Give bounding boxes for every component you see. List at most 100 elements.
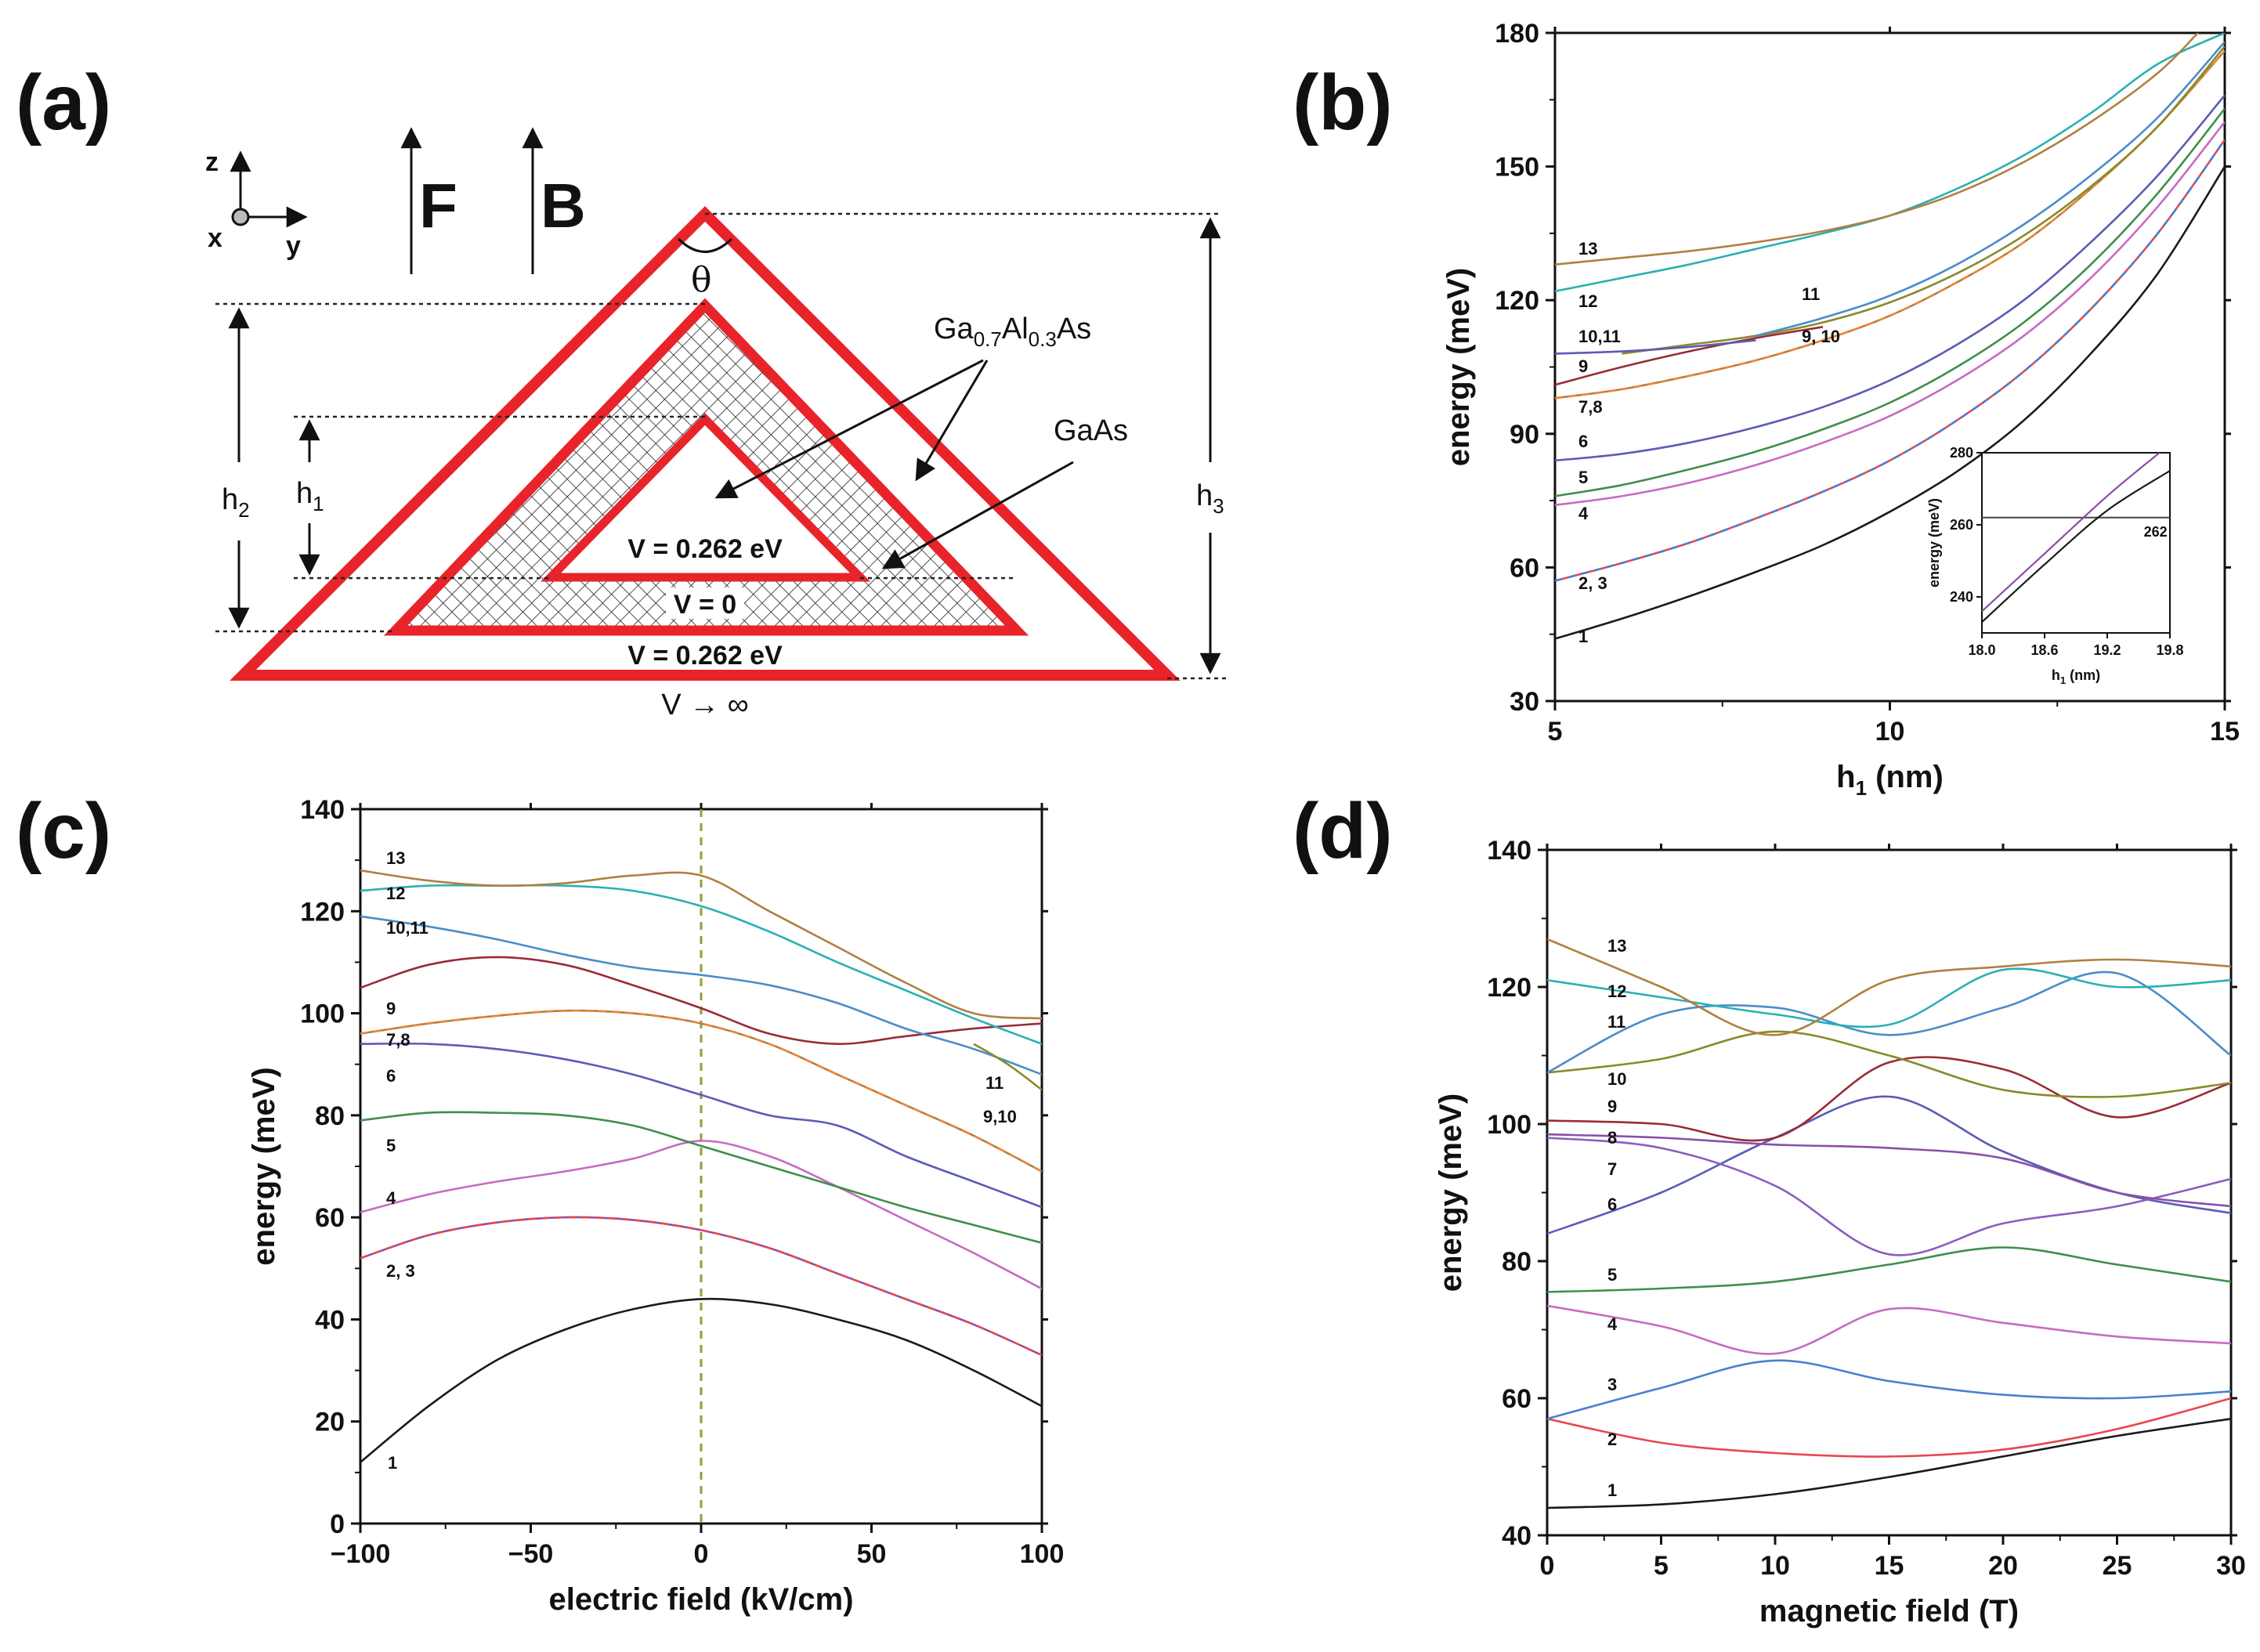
series-label-2: 2 — [1607, 1430, 1617, 1449]
series-label-8: 8 — [1607, 1128, 1617, 1148]
series-label-13: 13 — [386, 848, 405, 868]
y-tick-label: 40 — [1502, 1521, 1531, 1551]
panel-label-d: (d) — [1293, 787, 1393, 875]
y-tick-label: 60 — [1510, 553, 1539, 583]
y-tick-label: 120 — [1487, 973, 1531, 1003]
y-tick-label: 120 — [300, 897, 345, 927]
y-tick-label: 80 — [315, 1101, 345, 1131]
series-line-dashed-7-8 — [360, 1009, 1042, 1173]
v-outer-label: V = 0.262 eV — [627, 641, 783, 671]
h2-label: h2 — [222, 483, 250, 522]
x-tick-label: 15 — [1875, 1551, 1904, 1581]
series-line-13 — [360, 869, 1042, 1020]
series-line-dashed-7-8 — [1555, 49, 2225, 399]
h3-label: h3 — [1196, 479, 1224, 518]
y-tick-label: 140 — [1487, 836, 1531, 866]
series-line-1 — [1555, 165, 2225, 640]
series-line-5 — [1547, 1246, 2231, 1293]
inset-x-tick-label: 18.0 — [1968, 642, 1995, 658]
triangular-quantum-ring-diagram: z x y F B θ h2 h — [205, 127, 1230, 721]
h1-label: h1 — [296, 477, 324, 515]
y-tick-label: 80 — [1502, 1247, 1531, 1277]
series-label-6: 6 — [386, 1066, 396, 1086]
x-tick-label: 20 — [1988, 1551, 2018, 1581]
series-line-11 — [1547, 971, 2231, 1074]
y-axis-label: energy (meV) — [1441, 268, 1476, 466]
series-label-3: 3 — [1607, 1375, 1617, 1394]
inset-y-axis-label: energy (meV) — [1926, 498, 1942, 587]
x-tick-label: −100 — [331, 1539, 391, 1569]
series-label-5: 5 — [1607, 1265, 1617, 1285]
middle-triangle — [383, 298, 1029, 636]
series-label-4: 4 — [386, 1188, 396, 1208]
series-line-8 — [1547, 1133, 2231, 1208]
series-label-1: 1 — [1607, 1480, 1617, 1500]
series-label-7: 7 — [1607, 1159, 1617, 1179]
y-axis-label: energy (meV) — [1434, 1094, 1468, 1292]
series-label-13: 13 — [1607, 936, 1626, 956]
inset-y-tick-label: 260 — [1950, 517, 1973, 533]
x-tick-label: 5 — [1548, 717, 1563, 746]
y-tick-label: 140 — [300, 795, 345, 825]
y-tick-label: 100 — [300, 1000, 345, 1029]
series-group — [360, 869, 1042, 1463]
y-tick-label: 90 — [1510, 420, 1539, 450]
electric-field-label: F — [419, 171, 457, 240]
inset-x-tick-label: 19.8 — [2156, 642, 2183, 658]
plot-frame-d — [1546, 848, 2233, 1537]
x-tick-label: 30 — [2216, 1551, 2246, 1581]
series-label-9: 9 — [1607, 1097, 1617, 1116]
y-tick-label: 40 — [315, 1305, 345, 1335]
series-line-13 — [1555, 33, 2199, 266]
series-group — [1547, 938, 2231, 1509]
x-tick-label: 0 — [1540, 1551, 1555, 1581]
series-line-9-10 — [1622, 45, 2225, 355]
v-infinite-label: V → ∞ — [661, 689, 749, 721]
series-line-13 — [1547, 938, 2231, 1036]
series-label-10-11: 10,11 — [386, 918, 428, 938]
x-axis-label: h1 (nm) — [1836, 760, 1944, 800]
well-arrow — [881, 461, 1074, 569]
axis-y-label: y — [286, 231, 301, 261]
y-axis-label: energy (meV) — [247, 1067, 281, 1265]
panel-label-b: (b) — [1293, 59, 1393, 146]
inset-x-label-rest: (nm) — [2066, 667, 2100, 683]
axis-x-label: x — [208, 223, 222, 253]
coordinate-axes: z x y — [205, 147, 308, 261]
series-line-12 — [1547, 967, 2231, 1028]
x-tick-label: 10 — [1760, 1551, 1790, 1581]
inset-series-line-1 — [1982, 470, 2170, 624]
inset-series-group — [1982, 453, 2170, 624]
series-label-1: 1 — [388, 1453, 397, 1473]
barrier-arrow-inner — [714, 359, 984, 499]
barrier-arrow-outer — [915, 360, 989, 482]
series-line-11 — [1756, 41, 2225, 337]
magnetic-field-label: B — [541, 171, 586, 240]
series-label-9: 9 — [1578, 356, 1588, 376]
x-tick-label: 25 — [2103, 1551, 2132, 1581]
x-axis-label-sub: 1 — [1856, 776, 1867, 800]
apex-angle-arc — [677, 237, 733, 253]
axis-z-label: z — [205, 147, 219, 177]
chart-c: −100 −50 0 50 100 0 20 40 60 80 100 120 140 electric … — [247, 795, 1064, 1617]
series-label-5: 5 — [1578, 468, 1588, 487]
series-label-11: 11 — [985, 1073, 1003, 1093]
series-line-12 — [1555, 33, 2225, 293]
inset-x-label-sub: 1 — [2060, 674, 2066, 686]
apex-angle-label: θ — [691, 260, 712, 300]
series-group — [1555, 33, 2225, 640]
series-label-11: 11 — [1802, 284, 1820, 304]
series-line-4 — [1547, 1304, 2231, 1355]
series-label-4: 4 — [1607, 1314, 1618, 1334]
y-tick-label: 100 — [1487, 1110, 1531, 1140]
series-label-9-10: 9,10 — [983, 1107, 1017, 1126]
series-label-10: 10 — [1607, 1069, 1626, 1089]
v-well-label-bg — [666, 587, 744, 619]
inset-x-tick-label: 18.6 — [2030, 642, 2058, 658]
series-label-6: 6 — [1607, 1195, 1617, 1214]
series-line-5 — [360, 1111, 1042, 1244]
series-label-10-11: 10,11 — [1578, 327, 1621, 346]
series-label-5: 5 — [386, 1136, 396, 1155]
series-line-4 — [1555, 121, 2225, 507]
